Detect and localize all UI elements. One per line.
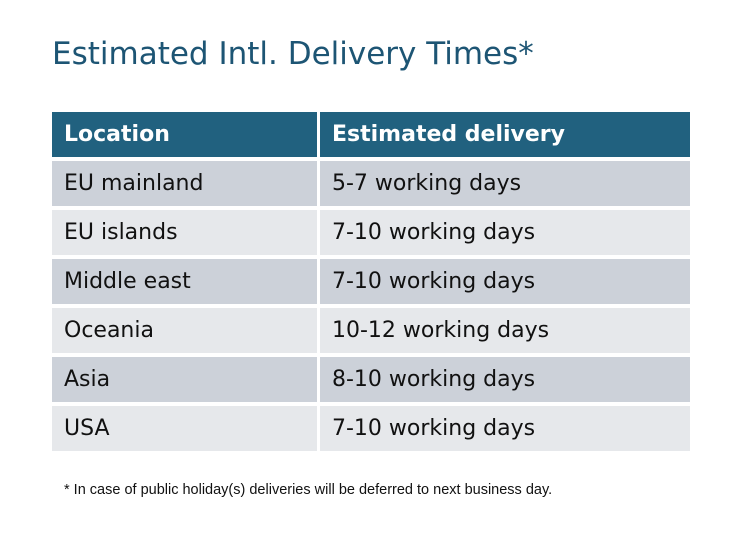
table-row: Middle east 7-10 working days: [52, 259, 690, 304]
delivery-cell: 7-10 working days: [320, 406, 690, 451]
table-row: USA 7-10 working days: [52, 406, 690, 451]
table-row: EU islands 7-10 working days: [52, 210, 690, 255]
delivery-cell: 7-10 working days: [320, 259, 690, 304]
location-cell: Middle east: [52, 259, 317, 304]
table-row: Oceania 10-12 working days: [52, 308, 690, 353]
table-row: Asia 8-10 working days: [52, 357, 690, 402]
footnote: * In case of public holiday(s) deliverie…: [64, 482, 553, 498]
location-cell: Asia: [52, 357, 317, 402]
delivery-cell: 5-7 working days: [320, 161, 690, 206]
location-cell: EU mainland: [52, 161, 317, 206]
location-cell: EU islands: [52, 210, 317, 255]
location-cell: USA: [52, 406, 317, 451]
page-title: Estimated Intl. Delivery Times*: [52, 36, 534, 72]
table-header-row: Location Estimated delivery: [52, 112, 690, 157]
location-cell: Oceania: [52, 308, 317, 353]
delivery-cell: 8-10 working days: [320, 357, 690, 402]
delivery-cell: 10-12 working days: [320, 308, 690, 353]
delivery-cell: 7-10 working days: [320, 210, 690, 255]
delivery-times-table: Location Estimated delivery EU mainland …: [49, 108, 693, 455]
table-row: EU mainland 5-7 working days: [52, 161, 690, 206]
header-location: Location: [52, 112, 317, 157]
header-estimated-delivery: Estimated delivery: [320, 112, 690, 157]
